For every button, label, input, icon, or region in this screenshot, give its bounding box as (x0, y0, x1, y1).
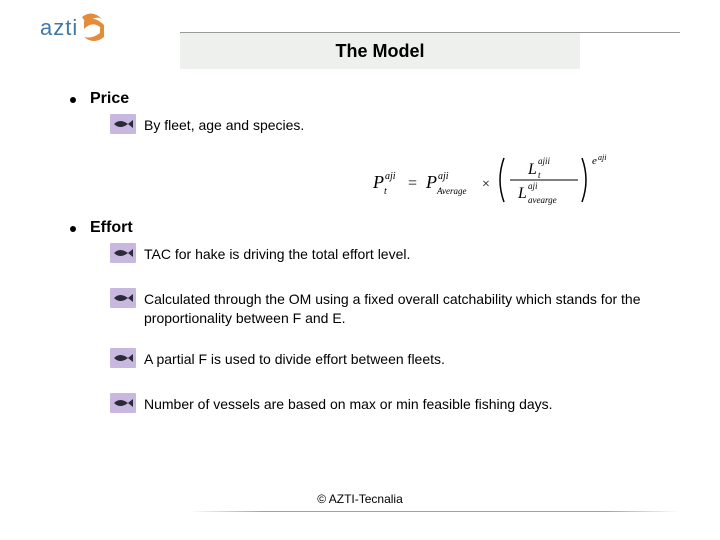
heading-text: Effort (90, 219, 133, 237)
svg-text:L: L (527, 161, 537, 178)
list-item: Number of vessels are based on max or mi… (110, 395, 670, 418)
list-item: A partial F is used to divide effort bet… (110, 350, 670, 373)
svg-text:avearge: avearge (528, 195, 557, 205)
footer-copyright: © AZTI-Tecnalia (0, 492, 720, 506)
svg-text:ajii: ajii (538, 156, 551, 166)
bullet-dot-icon (70, 226, 76, 232)
logo-bracket-icon (80, 11, 108, 45)
logo: azti (40, 8, 180, 48)
heading-text: Price (90, 90, 129, 108)
list-item: TAC for hake is driving the total effort… (110, 245, 670, 268)
svg-text:e: e (592, 155, 597, 167)
svg-text:aji: aji (528, 181, 538, 191)
list-item: By fleet, age and species. (110, 116, 670, 139)
effort-items: TAC for hake is driving the total effort… (110, 245, 670, 418)
footer-divider (190, 511, 680, 512)
price-items: By fleet, age and species. (110, 116, 670, 139)
item-text: Number of vessels are based on max or mi… (144, 395, 553, 414)
list-item: Calculated through the OM using a fixed … (110, 290, 670, 328)
content-area: Price By fleet, age and species. Effort … (70, 90, 670, 440)
svg-text:aji: aji (438, 171, 449, 182)
svg-text:t: t (384, 186, 387, 197)
fish-bullet-icon (110, 348, 136, 373)
item-text: TAC for hake is driving the total effort… (144, 245, 410, 264)
logo-text: azti (40, 15, 78, 41)
svg-text:×: × (482, 177, 490, 192)
slide-title: The Model (180, 33, 580, 69)
section-heading-effort: Effort (70, 219, 670, 237)
svg-text:P: P (372, 172, 384, 192)
svg-text:Average: Average (436, 186, 467, 196)
item-text: Calculated through the OM using a fixed … (144, 290, 670, 328)
bullet-dot-icon (70, 97, 76, 103)
svg-text:aji: aji (598, 153, 606, 162)
fish-bullet-icon (110, 288, 136, 313)
svg-text:t: t (538, 170, 541, 180)
item-text: By fleet, age and species. (144, 116, 304, 135)
fish-bullet-icon (110, 243, 136, 268)
section-heading-price: Price (70, 90, 670, 108)
item-text: A partial F is used to divide effort bet… (144, 350, 445, 369)
svg-text:=: = (408, 175, 417, 192)
svg-text:P: P (425, 172, 437, 192)
price-formula: P t aji = P Average aji × L ajii t L aji… (370, 150, 630, 215)
svg-text:aji: aji (385, 171, 396, 182)
fish-bullet-icon (110, 114, 136, 139)
svg-text:L: L (517, 185, 527, 202)
fish-bullet-icon (110, 393, 136, 418)
